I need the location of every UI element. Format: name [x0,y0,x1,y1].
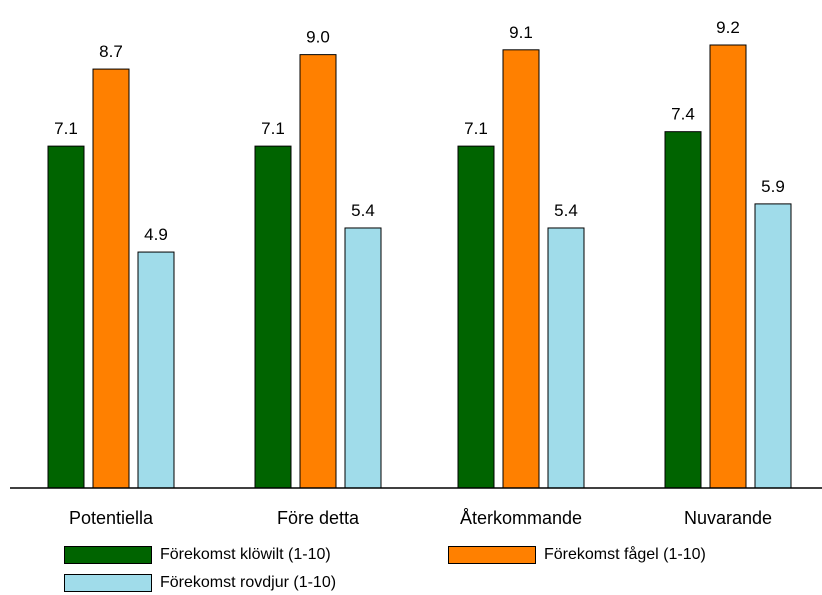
value-label-fore-detta-series-0: 7.1 [261,119,285,138]
category-labels-group: Potentiella Före detta Återkommande Nuvaran… [69,508,772,528]
legend-item-rovdjur: Förekomst rovdjur (1-10) [64,572,336,594]
value-label-fore-detta-series-2: 5.4 [351,201,375,220]
legend-item-fagel: Förekomst fågel (1-10) [448,544,706,566]
legend-swatch-klovilt [64,546,152,564]
bar-nuvarande-series-2 [754,203,792,489]
bar-aterkommande-series-2 [547,227,585,489]
value-label-nuvarande-series-2: 5.9 [761,177,785,196]
value-labels-group: 7.1 8.7 4.9 7.1 9.0 5.4 7.1 9.1 5.4 7.4 9.2 5.9 [54,18,785,244]
bar-fore-detta-series-0 [254,145,292,489]
category-label-nuvarande: Nuvarande [684,508,772,528]
category-label-potentiella: Potentiella [69,508,154,528]
bar-fore-detta-series-1 [299,54,337,489]
legend-label-rovdjur: Förekomst rovdjur (1-10) [160,574,337,591]
category-label-aterkommande: Återkommande [460,508,582,528]
bar-nuvarande-series-0 [664,131,702,489]
bar-potentiella-series-0 [47,145,85,489]
bar-aterkommande-series-1 [502,49,540,489]
legend-label-fagel: Förekomst fågel (1-10) [544,546,706,563]
value-label-potentiella-series-0: 7.1 [54,119,78,138]
value-label-aterkommande-series-2: 5.4 [554,201,578,220]
legend-label-klovilt: Förekomst klöwilt (1-10) [160,546,331,563]
value-label-potentiella-series-2: 4.9 [144,225,168,244]
value-label-aterkommande-series-0: 7.1 [464,119,488,138]
value-label-nuvarande-series-1: 9.2 [716,18,740,37]
bar-potentiella-series-1 [92,68,130,489]
value-label-nuvarande-series-0: 7.4 [671,105,695,124]
bars-group [47,44,792,489]
bar-fore-detta-series-2 [344,227,382,489]
bar-potentiella-series-2 [137,251,175,489]
legend: Förekomst klöwilt (1-10) Förekomst fågel… [0,538,822,595]
bar-nuvarande-series-1 [709,44,747,489]
legend-item-klovilt: Förekomst klöwilt (1-10) [64,544,331,566]
bar-aterkommande-series-0 [457,145,495,489]
legend-swatch-fagel [448,546,536,564]
legend-swatch-rovdjur [64,574,152,592]
category-label-fore-detta: Före detta [277,508,360,528]
value-label-aterkommande-series-1: 9.1 [509,23,533,42]
value-label-fore-detta-series-1: 9.0 [306,28,330,47]
value-label-potentiella-series-1: 8.7 [99,42,123,61]
